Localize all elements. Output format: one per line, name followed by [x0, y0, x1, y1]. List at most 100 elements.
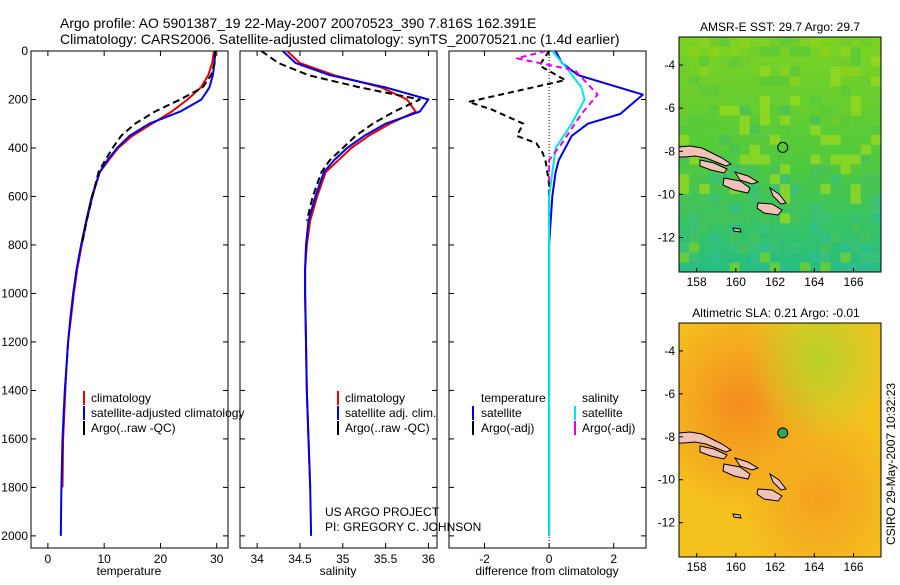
- sst-cell: [749, 115, 760, 126]
- side-label: CSIRO 29-May-2007 10:32:23: [884, 383, 898, 545]
- sst-cell: [719, 37, 730, 47]
- map-x-tick-label: 160: [726, 275, 746, 289]
- y-tick-label: 1200: [1, 335, 28, 349]
- map-y-tick-label: -10: [658, 473, 676, 487]
- sst-cell: [870, 135, 881, 145]
- island-malaita: [768, 186, 787, 205]
- sst-cell: [689, 86, 700, 96]
- sst-cell: [759, 252, 770, 263]
- sst-cell: [860, 242, 871, 253]
- temperature-panel: [30, 50, 229, 549]
- series-line-salinity-argo-adj-: [515, 51, 599, 185]
- difference-panel: [448, 50, 647, 549]
- x-tick-label: -2: [479, 552, 490, 566]
- y-tick-label: 600: [8, 189, 28, 203]
- sst-cell: [790, 95, 801, 106]
- temperature-lines: [59, 51, 217, 536]
- sst-cell: [840, 46, 851, 57]
- sst-cell: [739, 37, 750, 47]
- sst-cell: [830, 115, 841, 126]
- legend-text-temperature: temperature: [481, 391, 546, 405]
- pi-annotation: PI: GREGORY C. JOHNSON: [325, 520, 481, 534]
- island-guadalcanal: [756, 488, 783, 502]
- sst-cell: [679, 242, 690, 253]
- sst-cell: [749, 76, 760, 87]
- sst-cell: [820, 262, 831, 272]
- sst-cell: [850, 193, 861, 204]
- legend-text-sal-argo: Argo(-adj): [582, 421, 635, 435]
- sst-cell: [729, 242, 740, 253]
- sst-cell: [850, 154, 861, 165]
- sst-cell: [780, 37, 791, 47]
- map-y-tick-label: -4: [664, 344, 675, 358]
- island-bougainville: [699, 159, 728, 174]
- sst-cell: [679, 203, 690, 214]
- sst-cell: [699, 56, 710, 67]
- temperature-legend: climatology satellite-adjusted climatolo…: [83, 391, 244, 435]
- sst-cell: [830, 135, 841, 145]
- sst-cell: [759, 105, 770, 116]
- sst-cell: [850, 105, 861, 116]
- sst-cell: [850, 66, 861, 77]
- series-line-temperature-argo-adj-: [467, 51, 567, 233]
- sst-cell: [830, 262, 841, 272]
- difference-lines: [467, 51, 644, 536]
- argo-float-marker: [777, 141, 789, 153]
- sst-cell: [719, 95, 730, 106]
- sst-cell: [679, 66, 690, 77]
- sst-cell: [759, 95, 770, 106]
- sst-cell: [800, 262, 811, 272]
- sst-cell: [729, 144, 740, 155]
- sst-cell: [790, 213, 801, 224]
- sst-cell: [850, 56, 861, 67]
- sst-cell: [830, 154, 841, 165]
- sst-patches: [679, 37, 881, 272]
- sst-cell: [830, 76, 841, 87]
- sst-cell: [679, 252, 690, 263]
- x-tick-label: 34: [250, 552, 264, 566]
- legend-text-climatology: climatology: [91, 391, 151, 405]
- legend-text-satellite: satellite-adjusted climatology: [91, 406, 244, 420]
- map-y-tick-label: -8: [664, 430, 675, 444]
- sst-cell: [749, 252, 760, 263]
- sst-cell: [719, 56, 730, 67]
- sst-cell: [759, 66, 770, 77]
- sst-cell: [840, 135, 851, 145]
- sst-cell: [870, 213, 881, 224]
- sst-cell: [860, 144, 871, 155]
- sst-cell: [860, 262, 871, 272]
- sst-cell: [830, 66, 841, 77]
- sst-cell: [780, 193, 791, 204]
- series-line-temperature-satellite: [548, 51, 644, 536]
- sst-cell: [679, 105, 690, 116]
- island-santa-isabel: [733, 457, 760, 471]
- series-line-salinity-satellite: [548, 51, 586, 536]
- legend-text-satellite: satellite adj. clim.: [345, 406, 436, 420]
- sst-cell: [860, 252, 871, 263]
- x-tick-label: 34.5: [288, 552, 312, 566]
- sst-cell: [850, 46, 861, 57]
- sst-cell: [679, 86, 690, 96]
- sst-cell: [790, 242, 801, 253]
- sst-cell: [739, 154, 750, 165]
- x-tick-label: 10: [97, 552, 111, 566]
- sst-cell: [840, 37, 851, 47]
- sst-cell: [749, 233, 760, 243]
- sst-cell: [759, 135, 770, 145]
- temperature-xlabel: temperature: [97, 564, 162, 578]
- sst-cell: [780, 125, 791, 136]
- legend-text-climatology: climatology: [345, 391, 405, 405]
- island-guadalcanal: [756, 202, 783, 216]
- series-line-satellite-adjusted-climatology: [59, 51, 217, 536]
- sst-cell: [749, 135, 760, 145]
- sst-cell: [790, 66, 801, 77]
- sst-cell: [830, 56, 841, 67]
- sst-cell: [759, 223, 770, 234]
- sst-cell: [840, 86, 851, 96]
- sst-cell: [749, 193, 760, 204]
- sst-cell: [870, 76, 881, 87]
- sst-cell: [699, 174, 710, 185]
- sst-cell: [709, 193, 720, 204]
- sst-cell: [769, 37, 781, 47]
- sst-cell: [850, 95, 861, 106]
